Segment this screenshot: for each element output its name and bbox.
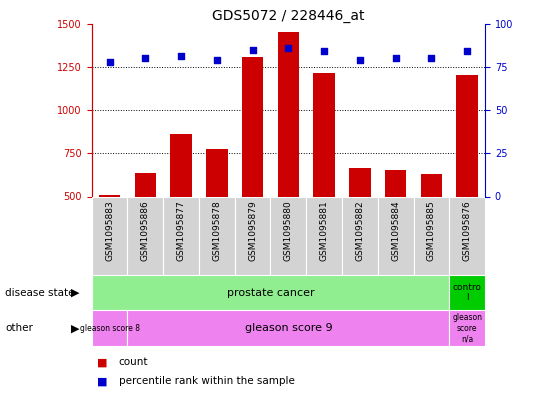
Text: ▶: ▶ <box>71 323 80 333</box>
Text: gleason score 9: gleason score 9 <box>245 323 332 333</box>
Text: ■: ■ <box>97 357 107 367</box>
Text: GSM1095885: GSM1095885 <box>427 200 436 261</box>
Text: prostate cancer: prostate cancer <box>227 288 314 298</box>
Bar <box>457 75 478 283</box>
Bar <box>271 196 306 275</box>
Point <box>356 57 364 63</box>
Text: ■: ■ <box>97 376 107 386</box>
Text: GSM1095886: GSM1095886 <box>141 200 150 261</box>
Text: GSM1095879: GSM1095879 <box>248 200 257 261</box>
Bar <box>99 195 120 283</box>
Text: percentile rank within the sample: percentile rank within the sample <box>119 376 294 386</box>
Bar <box>127 196 163 275</box>
Text: ▶: ▶ <box>71 288 80 298</box>
Bar <box>413 196 450 275</box>
Bar <box>306 196 342 275</box>
Bar <box>170 134 192 283</box>
Bar <box>127 310 450 346</box>
Title: GDS5072 / 228446_at: GDS5072 / 228446_at <box>212 9 364 22</box>
Text: GSM1095882: GSM1095882 <box>355 200 364 261</box>
Bar <box>450 310 485 346</box>
Bar <box>450 196 485 275</box>
Point <box>320 48 328 54</box>
Bar <box>242 57 264 283</box>
Point <box>463 48 472 54</box>
Point <box>141 55 150 61</box>
Bar <box>385 170 406 283</box>
Text: gleason score 8: gleason score 8 <box>80 324 140 332</box>
Bar <box>135 173 156 283</box>
Bar <box>313 73 335 283</box>
Point <box>427 55 436 61</box>
Text: GSM1095884: GSM1095884 <box>391 200 400 261</box>
Point <box>248 46 257 53</box>
Text: contro
l: contro l <box>453 283 482 303</box>
Point <box>212 57 221 63</box>
Bar <box>92 196 127 275</box>
Point <box>284 45 293 51</box>
Text: GSM1095881: GSM1095881 <box>320 200 329 261</box>
Bar <box>349 168 371 283</box>
Bar <box>378 196 413 275</box>
Bar <box>234 196 271 275</box>
Bar <box>421 174 442 283</box>
Bar <box>342 196 378 275</box>
Bar <box>92 310 127 346</box>
Bar <box>450 275 485 310</box>
Point <box>391 55 400 61</box>
Text: GSM1095876: GSM1095876 <box>462 200 472 261</box>
Bar <box>199 196 234 275</box>
Bar <box>206 149 227 283</box>
Text: GSM1095880: GSM1095880 <box>284 200 293 261</box>
Point <box>105 59 114 65</box>
Point <box>177 53 185 60</box>
Text: GSM1095878: GSM1095878 <box>212 200 222 261</box>
Text: gleason
score
n/a: gleason score n/a <box>452 313 482 343</box>
Text: other: other <box>5 323 33 333</box>
Bar <box>278 32 299 283</box>
Text: count: count <box>119 357 148 367</box>
Text: GSM1095877: GSM1095877 <box>177 200 185 261</box>
Text: GSM1095883: GSM1095883 <box>105 200 114 261</box>
Bar <box>163 196 199 275</box>
Text: disease state: disease state <box>5 288 75 298</box>
